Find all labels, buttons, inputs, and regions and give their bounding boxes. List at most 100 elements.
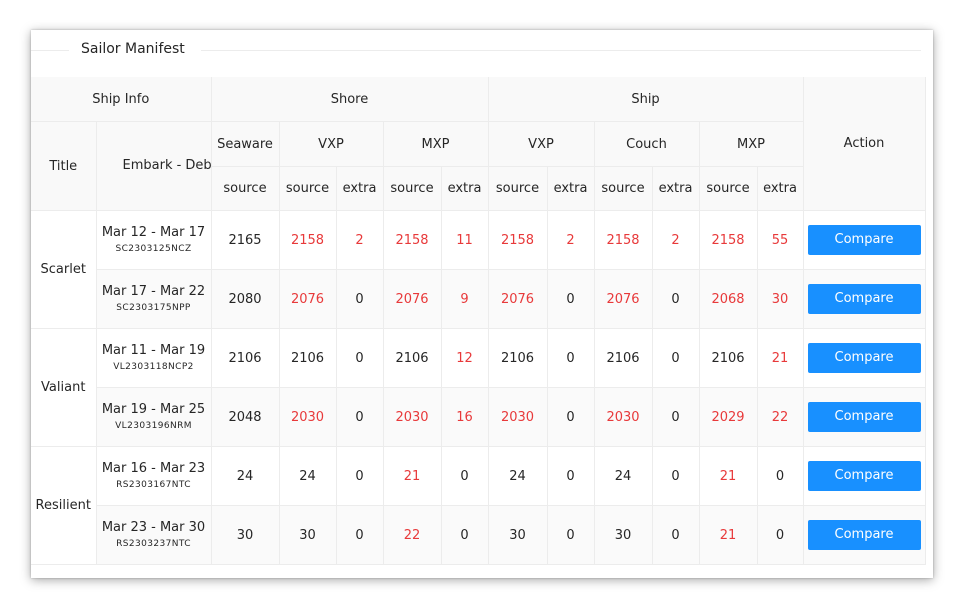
count-cell: 2030	[488, 387, 548, 447]
table-row: Scarlet Mar 12 - Mar 17 SC2303125NCZ 2165 21…	[31, 210, 926, 329]
count-cell: 2029	[699, 387, 758, 447]
count-cell: 30	[488, 505, 548, 565]
count-cell: 9	[441, 269, 489, 329]
compare-button[interactable]: Compare	[807, 225, 921, 255]
compare-button[interactable]: Compare	[807, 461, 921, 491]
count-cell: 2106	[488, 328, 548, 388]
count-cell: 2106	[279, 328, 337, 388]
action-cell: Compare	[803, 269, 926, 329]
count-cell: 0	[336, 505, 384, 565]
voyage-dates: Mar 16 - Mar 23	[101, 461, 206, 477]
header-ship-mxp-extra: extra	[757, 166, 804, 211]
count-cell: 30	[211, 505, 280, 565]
header-action: Action	[803, 77, 926, 211]
embark-debark-cell: Mar 17 - Mar 22 SC2303175NPP	[96, 269, 212, 329]
count-cell: 0	[652, 387, 700, 447]
action-cell: Compare	[803, 210, 926, 270]
voyage-code: RS2303237NTC	[116, 538, 191, 549]
title-divider-left	[31, 50, 69, 51]
compare-button[interactable]: Compare	[807, 343, 921, 373]
ship-title-cell: Resilient	[31, 446, 97, 565]
count-cell: 2158	[594, 210, 653, 270]
header-shore-mxp-extra: extra	[441, 166, 489, 211]
count-cell: 55	[757, 210, 804, 270]
table-row: Resilient Mar 16 - Mar 23 RS2303167NTC 24 24…	[31, 446, 926, 565]
header-ship-vxp-source: source	[488, 166, 548, 211]
count-cell: 2076	[488, 269, 548, 329]
embark-debark-info: Mar 12 - Mar 17 SC2303125NCZ	[97, 225, 211, 255]
embark-debark-cell: Mar 19 - Mar 25 VL2303196NRM	[96, 387, 212, 447]
header-ship-vxp-extra: extra	[547, 166, 595, 211]
count-cell: 22	[757, 387, 804, 447]
table-body: Scarlet Mar 12 - Mar 17 SC2303125NCZ 2165 21…	[31, 210, 926, 565]
embark-debark-info: Mar 16 - Mar 23 RS2303167NTC	[97, 461, 211, 491]
count-cell: 21	[757, 328, 804, 388]
count-cell: 0	[547, 446, 595, 506]
embark-debark-cell: Mar 16 - Mar 23 RS2303167NTC	[96, 446, 212, 506]
embark-debark-cell: Mar 11 - Mar 19 VL2303118NCP2	[96, 328, 212, 388]
table-row: Mar 17 - Mar 22 SC2303175NPP 2080 2076 0 2076…	[31, 269, 926, 329]
header-shore-vxp-source: source	[279, 166, 337, 211]
count-cell: 2030	[594, 387, 653, 447]
count-cell: 22	[383, 505, 442, 565]
count-cell: 2158	[488, 210, 548, 270]
count-cell: 0	[547, 328, 595, 388]
count-cell: 30	[594, 505, 653, 565]
voyage-code: VL2303196NRM	[115, 420, 192, 431]
header-ship-mxp: MXP	[699, 121, 804, 167]
header-ship-mxp-source: source	[699, 166, 758, 211]
panel-header: Sailor Manifest	[31, 30, 933, 76]
count-cell: 24	[594, 446, 653, 506]
count-cell: 21	[699, 505, 758, 565]
header-ship-couch-extra: extra	[652, 166, 700, 211]
count-cell: 0	[652, 505, 700, 565]
compare-button[interactable]: Compare	[807, 284, 921, 314]
count-cell: 0	[336, 387, 384, 447]
header-shore-vxp-extra: extra	[336, 166, 384, 211]
action-cell: Compare	[803, 446, 926, 506]
voyage-dates: Mar 11 - Mar 19	[101, 343, 206, 359]
table-row: Mar 23 - Mar 30 RS2303237NTC 30 30 0 22 0 30 0 30…	[31, 505, 926, 565]
count-cell: 2	[336, 210, 384, 270]
count-cell: 11	[441, 210, 489, 270]
count-cell: 0	[336, 446, 384, 506]
embark-debark-info: Mar 17 - Mar 22 SC2303175NPP	[97, 284, 211, 314]
embark-debark-info: Mar 19 - Mar 25 VL2303196NRM	[97, 402, 211, 432]
count-cell: 0	[336, 269, 384, 329]
panel-title: Sailor Manifest	[81, 41, 185, 57]
count-cell: 0	[336, 328, 384, 388]
count-cell: 2	[547, 210, 595, 270]
action-cell: Compare	[803, 387, 926, 447]
count-cell: 0	[547, 505, 595, 565]
count-cell: 2076	[594, 269, 653, 329]
count-cell: 0	[757, 505, 804, 565]
count-cell: 2030	[383, 387, 442, 447]
count-cell: 12	[441, 328, 489, 388]
header-shore-vxp: VXP	[279, 121, 384, 167]
ship-title-cell: Valiant	[31, 328, 97, 447]
voyage-code: RS2303167NTC	[116, 479, 191, 490]
count-cell: 2080	[211, 269, 280, 329]
compare-button[interactable]: Compare	[807, 520, 921, 550]
embark-debark-cell: Mar 23 - Mar 30 RS2303237NTC	[96, 505, 212, 565]
header-ship: Ship	[488, 77, 804, 122]
voyage-dates: Mar 23 - Mar 30	[101, 520, 206, 536]
embark-debark-info: Mar 11 - Mar 19 VL2303118NCP2	[97, 343, 211, 373]
count-cell: 2106	[594, 328, 653, 388]
header-shore: Shore	[211, 77, 489, 122]
count-cell: 2076	[279, 269, 337, 329]
header-shore-mxp-source: source	[383, 166, 442, 211]
count-cell: 2	[652, 210, 700, 270]
count-cell: 2158	[279, 210, 337, 270]
count-cell: 0	[441, 505, 489, 565]
sailor-manifest-panel: Sailor Manifest Ship Info Shore Ship	[31, 30, 933, 578]
compare-button[interactable]: Compare	[807, 402, 921, 432]
ship-title-cell: Scarlet	[31, 210, 97, 329]
count-cell: 0	[652, 446, 700, 506]
count-cell: 0	[757, 446, 804, 506]
header-shore-mxp: MXP	[383, 121, 489, 167]
count-cell: 24	[279, 446, 337, 506]
header-seaware: Seaware	[211, 121, 280, 167]
count-cell: 21	[699, 446, 758, 506]
count-cell: 2106	[699, 328, 758, 388]
